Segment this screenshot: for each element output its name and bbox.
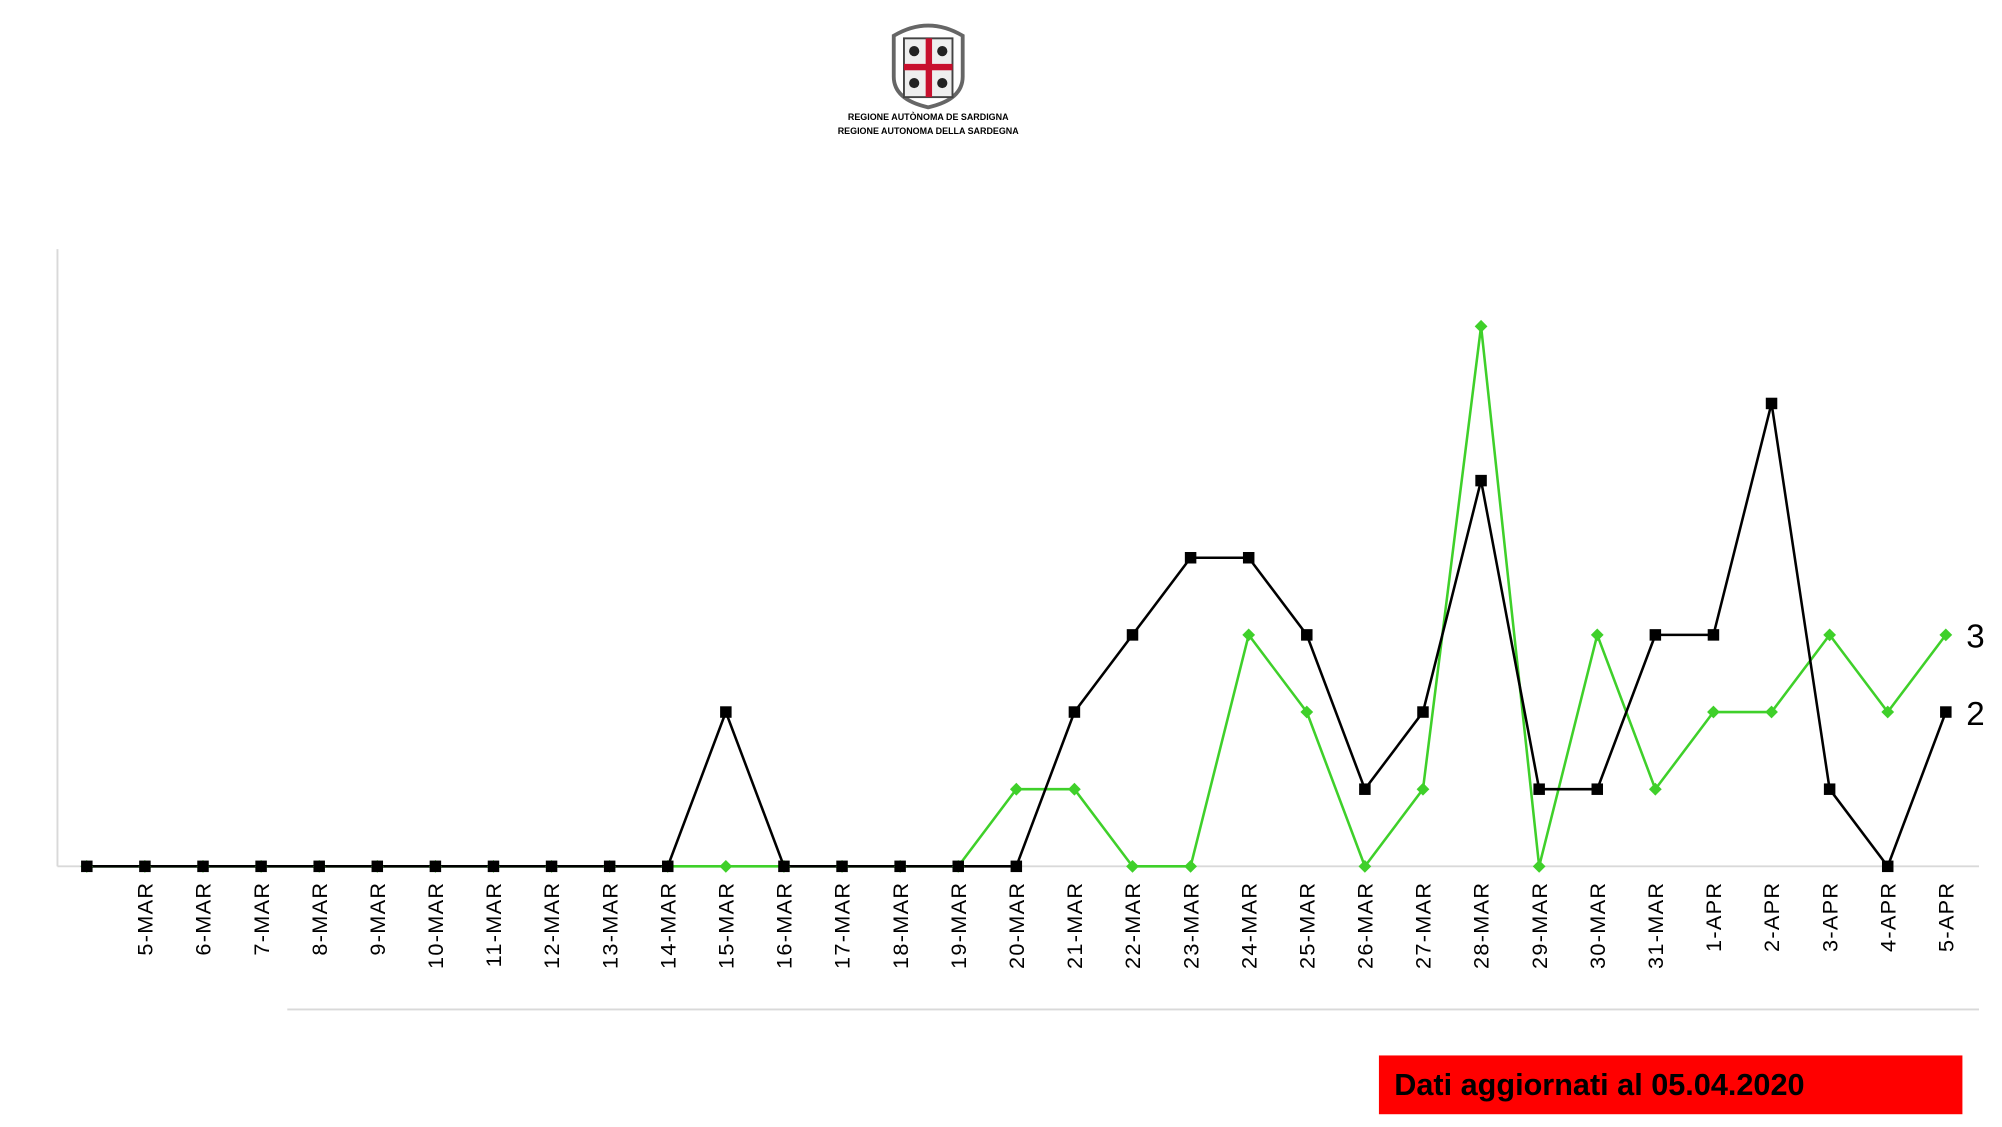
marker [1823, 628, 1837, 642]
marker [1765, 397, 1778, 410]
marker [719, 859, 733, 873]
x-tick-label: 1-APR [1701, 882, 1726, 952]
x-tick-label: 4-APR [1875, 882, 1900, 952]
x-tick-label: 16-MAR [772, 882, 797, 969]
x-tick-label: 2-APR [1759, 882, 1784, 952]
marker [720, 706, 732, 718]
data-label: 3 [1966, 619, 1984, 656]
x-tick-label: 29-MAR [1527, 882, 1552, 969]
series-line [86, 403, 1948, 869]
x-tick-label: 20-MAR [1004, 882, 1029, 969]
x-tick-label: 17-MAR [830, 882, 855, 969]
x-tick-label: 27-MAR [1411, 882, 1436, 969]
marker [1648, 782, 1662, 796]
x-tick-label: 6-MAR [191, 882, 216, 956]
x-tick-label: 8-MAR [307, 882, 332, 956]
marker [1532, 859, 1546, 873]
x-tick-label: 30-MAR [1585, 882, 1610, 969]
marker [1707, 629, 1720, 641]
x-tick-label: 23-MAR [1178, 882, 1203, 969]
marker [1881, 705, 1895, 719]
marker [255, 860, 267, 873]
x-tick-label: 5-MAR [133, 882, 158, 956]
x-tick-label: 22-MAR [1120, 882, 1145, 969]
marker [836, 860, 848, 873]
x-tick-label: 18-MAR [888, 882, 913, 969]
marker [1765, 705, 1778, 719]
marker [1591, 783, 1604, 795]
marker [662, 860, 674, 873]
marker [894, 860, 906, 873]
marker [197, 860, 209, 873]
marker [1474, 319, 1488, 333]
marker [1649, 629, 1662, 641]
marker [1242, 552, 1255, 564]
marker [1475, 474, 1487, 487]
x-tick-label: 28-MAR [1469, 882, 1494, 969]
marker [952, 860, 964, 873]
marker [545, 860, 558, 873]
marker [603, 860, 616, 873]
x-tick-label: 15-MAR [714, 882, 739, 969]
x-tick-label: 25-MAR [1294, 882, 1319, 969]
marker [1301, 629, 1313, 641]
logo [891, 23, 965, 110]
logo-text: REGIONE AUTÒNOMA DE SARDIGNA [848, 111, 1009, 122]
marker [1590, 628, 1604, 642]
marker [1184, 859, 1197, 873]
marker [1358, 859, 1372, 873]
marker [1359, 783, 1371, 795]
marker [1009, 782, 1023, 796]
note-box [1378, 1055, 1963, 1115]
marker [1707, 705, 1720, 719]
x-tick-label: 19-MAR [946, 882, 971, 969]
x-tick-label: 3-APR [1817, 882, 1842, 952]
marker [778, 860, 790, 873]
marker [1010, 860, 1023, 873]
marker [1881, 860, 1894, 873]
marker [1940, 706, 1952, 718]
x-tick-label: 10-MAR [423, 882, 448, 969]
x-tick-label: 13-MAR [597, 882, 622, 969]
marker [1939, 628, 1953, 642]
x-tick-label: 7-MAR [249, 882, 274, 956]
x-tick-label: 24-MAR [1236, 882, 1261, 969]
x-tick-label: 11-MAR [481, 882, 506, 968]
marker [1126, 629, 1139, 641]
marker [371, 860, 384, 873]
x-tick-label: 9-MAR [365, 882, 390, 956]
x-tick-label: 12-MAR [539, 882, 564, 969]
x-tick-label: 21-MAR [1062, 882, 1087, 969]
marker [81, 860, 93, 873]
x-tick-label: 31-MAR [1643, 882, 1668, 969]
marker [429, 860, 442, 873]
logo-text: REGIONE AUTONOMA DELLA SARDEGNA [838, 126, 1020, 136]
x-tick-label: 5-APR [1933, 882, 1958, 952]
marker [1068, 706, 1081, 718]
data-label: 2 [1966, 696, 1984, 733]
note: Dati aggiornati al 05.04.2020 [1394, 1068, 1804, 1102]
x-tick-label: 26-MAR [1353, 882, 1378, 969]
marker [1533, 783, 1545, 795]
marker [1416, 782, 1430, 796]
x-tick-label: 14-MAR [655, 882, 680, 969]
marker [1417, 706, 1429, 718]
marker [487, 860, 500, 873]
marker [1823, 783, 1836, 795]
marker [313, 860, 325, 873]
marker [1184, 552, 1197, 564]
marker [139, 860, 151, 873]
